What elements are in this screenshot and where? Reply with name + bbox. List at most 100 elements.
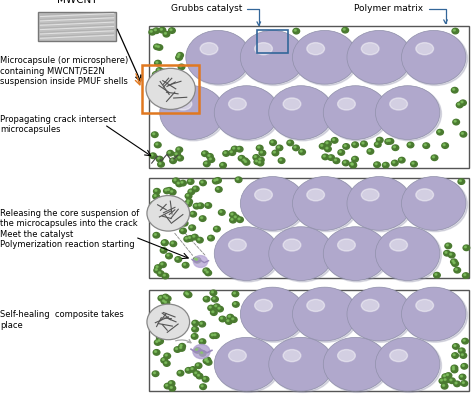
Circle shape <box>157 271 164 276</box>
Circle shape <box>452 28 459 34</box>
Circle shape <box>412 162 414 164</box>
Circle shape <box>245 161 246 162</box>
Circle shape <box>187 194 189 196</box>
Circle shape <box>185 368 192 373</box>
Circle shape <box>154 195 156 196</box>
Circle shape <box>435 273 437 275</box>
Circle shape <box>461 375 463 377</box>
Circle shape <box>154 73 156 74</box>
Circle shape <box>272 150 279 156</box>
Circle shape <box>384 164 386 165</box>
Circle shape <box>219 210 225 215</box>
Circle shape <box>441 384 448 389</box>
Circle shape <box>175 348 177 350</box>
Circle shape <box>204 357 211 363</box>
Circle shape <box>294 146 296 148</box>
Circle shape <box>269 86 333 139</box>
Circle shape <box>322 154 328 160</box>
Circle shape <box>163 32 170 37</box>
Circle shape <box>157 339 164 344</box>
Circle shape <box>164 32 166 34</box>
Circle shape <box>292 287 357 341</box>
Circle shape <box>163 241 164 243</box>
Circle shape <box>385 139 392 144</box>
Circle shape <box>155 233 156 235</box>
Circle shape <box>294 288 358 342</box>
Circle shape <box>164 207 170 212</box>
Circle shape <box>161 208 163 210</box>
Circle shape <box>187 369 189 371</box>
Circle shape <box>157 46 159 47</box>
Circle shape <box>353 143 355 145</box>
Circle shape <box>158 201 165 206</box>
Circle shape <box>166 188 173 193</box>
Circle shape <box>166 253 173 259</box>
Circle shape <box>461 101 463 103</box>
Circle shape <box>205 203 211 208</box>
Circle shape <box>209 237 211 238</box>
Circle shape <box>163 300 170 306</box>
Circle shape <box>237 217 243 222</box>
Circle shape <box>454 120 456 122</box>
Circle shape <box>203 152 205 154</box>
Circle shape <box>238 156 245 161</box>
Circle shape <box>186 293 189 295</box>
Circle shape <box>160 207 166 213</box>
Circle shape <box>176 181 182 187</box>
Circle shape <box>156 143 158 145</box>
Circle shape <box>154 44 160 50</box>
Circle shape <box>155 269 157 270</box>
Circle shape <box>259 158 261 160</box>
Circle shape <box>198 239 200 240</box>
Ellipse shape <box>255 299 273 312</box>
Circle shape <box>233 147 235 149</box>
Ellipse shape <box>390 98 408 110</box>
Circle shape <box>323 337 388 391</box>
Circle shape <box>455 382 457 384</box>
Circle shape <box>160 28 163 30</box>
Circle shape <box>232 291 239 297</box>
Circle shape <box>189 190 191 192</box>
Circle shape <box>156 266 158 267</box>
Circle shape <box>453 368 455 370</box>
Circle shape <box>339 151 341 152</box>
Circle shape <box>193 344 210 359</box>
Circle shape <box>362 142 364 144</box>
Circle shape <box>453 88 455 90</box>
Circle shape <box>151 209 154 211</box>
Circle shape <box>164 295 165 297</box>
Circle shape <box>180 344 182 346</box>
Circle shape <box>180 228 186 234</box>
Ellipse shape <box>307 189 325 201</box>
Circle shape <box>300 150 302 152</box>
Circle shape <box>217 188 219 190</box>
Circle shape <box>240 30 305 84</box>
Circle shape <box>176 204 178 206</box>
Text: Grubbs catalyst: Grubbs catalyst <box>171 4 261 25</box>
Circle shape <box>403 288 467 342</box>
Circle shape <box>203 378 206 379</box>
Circle shape <box>214 227 279 280</box>
Ellipse shape <box>416 43 434 55</box>
Circle shape <box>424 144 426 146</box>
Circle shape <box>200 351 206 356</box>
Circle shape <box>348 178 413 231</box>
Circle shape <box>170 387 173 388</box>
Circle shape <box>325 141 331 147</box>
Circle shape <box>193 257 200 263</box>
Circle shape <box>187 179 194 184</box>
Circle shape <box>349 162 356 167</box>
Circle shape <box>229 212 236 218</box>
Circle shape <box>172 320 174 322</box>
Circle shape <box>167 150 173 156</box>
FancyArrowPatch shape <box>176 339 191 343</box>
Circle shape <box>206 271 208 273</box>
Circle shape <box>176 323 178 325</box>
Ellipse shape <box>255 189 273 201</box>
Circle shape <box>159 272 161 273</box>
Circle shape <box>162 249 164 250</box>
Circle shape <box>187 32 252 85</box>
Circle shape <box>443 385 445 386</box>
Circle shape <box>205 162 207 164</box>
Circle shape <box>233 302 239 307</box>
